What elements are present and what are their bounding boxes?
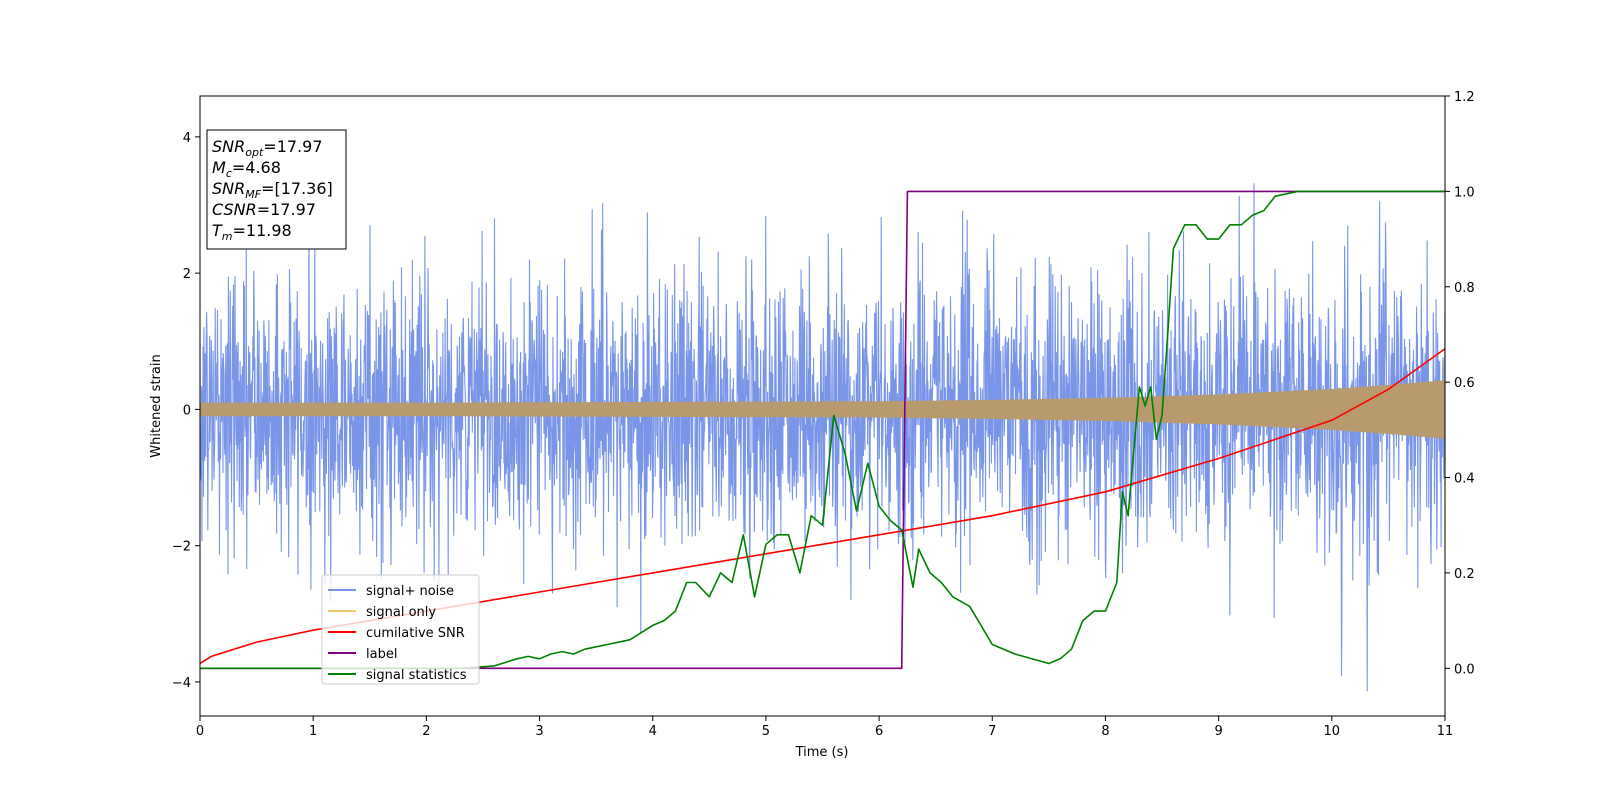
x-tick-label: 6: [875, 724, 883, 739]
y-tick-label: 2: [183, 267, 191, 282]
y2-tick-label: 1.2: [1454, 90, 1475, 105]
info-line: Mc=4.68: [212, 158, 281, 180]
legend-frame: [321, 574, 480, 685]
y2-tick-label: 0.4: [1454, 472, 1475, 487]
legend-label: signal+ noise: [366, 584, 454, 599]
legend-label: label: [366, 647, 397, 662]
info-value: =4.68: [232, 158, 281, 177]
y2-tick-label: 0.2: [1454, 567, 1475, 582]
series-signal-statistics: [200, 190, 1445, 670]
series-cumilative-snr: [200, 348, 1445, 665]
info-value: =[17.36]: [261, 179, 333, 198]
series-layer: [200, 183, 1445, 692]
x-tick-label: 7: [988, 724, 996, 739]
plot-frame: [199, 95, 1446, 717]
x-tick-label: 8: [1101, 724, 1109, 739]
info-symbol: T: [212, 221, 223, 240]
info-symbol: SNR: [212, 179, 245, 198]
info-symbol: SNR: [212, 137, 245, 156]
info-subscript: c: [226, 167, 232, 180]
info-line: Tm=11.98: [212, 221, 292, 243]
x-tick-label: 10: [1324, 724, 1341, 739]
legend-label: signal only: [366, 605, 436, 620]
info-box: SNRopt=17.97Mc=4.68SNRMF=[17.36]CSNR=17.…: [206, 129, 347, 250]
info-value: =17.97: [257, 200, 316, 219]
legend-entries: signal+ noise signal only cumilative SNR la…: [328, 584, 467, 683]
x-tick-label: 3: [535, 724, 543, 739]
x-tick-label: 0: [196, 724, 204, 739]
x-tick-label: 5: [762, 724, 770, 739]
info-line: SNRMF=[17.36]: [212, 179, 333, 201]
x-tick-label: 9: [1214, 724, 1222, 739]
series-signal-only: [200, 380, 1445, 439]
info-value: =17.97: [263, 137, 322, 156]
legend-label: cumilative SNR: [366, 626, 465, 641]
x-tick-label: 2: [422, 724, 430, 739]
x-tick-label: 11: [1437, 724, 1454, 739]
legend: signal+ noise signal only cumilative SNR la…: [321, 574, 480, 685]
info-subscript: m: [222, 230, 233, 243]
y-tick-label: 4: [183, 131, 191, 146]
y-axis-label: Whitened strain: [149, 354, 164, 457]
y-tick-label: −4: [172, 676, 191, 691]
legend-label: signal statistics: [366, 668, 467, 683]
x-tick-label: 1: [309, 724, 317, 739]
info-subscript: opt: [245, 146, 264, 159]
y-tick-label: −2: [172, 540, 191, 555]
info-symbol: CSNR: [212, 200, 257, 219]
y2-tick-label: 0.6: [1454, 376, 1475, 391]
axes-layer: 0 1 2 3 4 5 6 7 8 9 10 11 −4 −2 0 2 4 0.0 0.2 0.4 0.6 0.8 1.0 1…: [172, 90, 1475, 739]
info-value: =11.98: [233, 221, 292, 240]
info-box-frame: [206, 129, 347, 250]
y2-tick-label: 0.8: [1454, 281, 1475, 296]
y-tick-label: 0: [183, 403, 191, 418]
series-signal-noise: [200, 183, 1445, 692]
info-lines: SNRopt=17.97Mc=4.68SNRMF=[17.36]CSNR=17.…: [212, 137, 333, 243]
x-tick-label: 4: [649, 724, 657, 739]
info-subscript: MF: [245, 188, 261, 201]
info-line: CSNR=17.97: [212, 200, 316, 219]
y2-tick-label: 1.0: [1454, 185, 1475, 200]
x-axis-label: Time (s): [795, 745, 849, 760]
y2-tick-label: 0.0: [1454, 662, 1475, 677]
series-label: [200, 190, 1445, 670]
info-line: SNRopt=17.97: [212, 137, 323, 159]
info-symbol: M: [212, 158, 226, 177]
